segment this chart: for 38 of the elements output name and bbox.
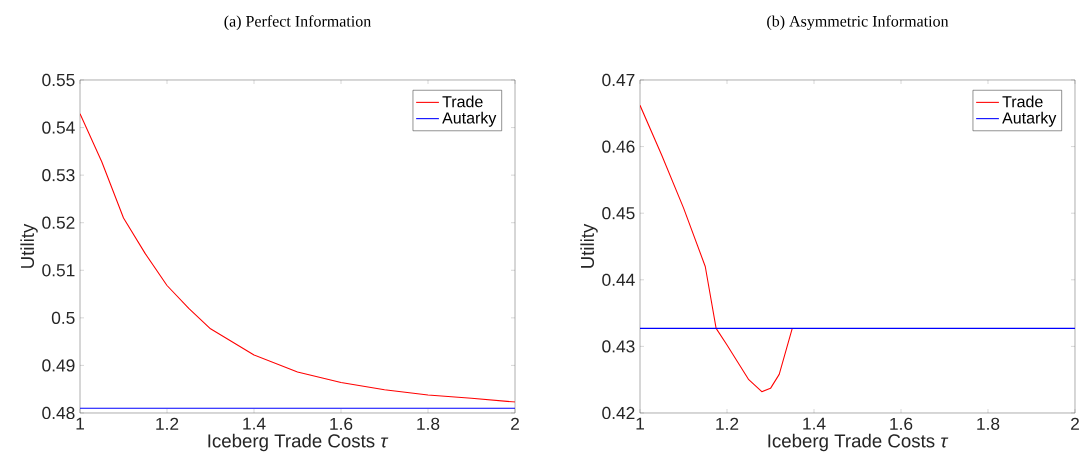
y-axis-title: Utility xyxy=(580,223,598,268)
x-tick-label: 1.6 xyxy=(890,417,913,430)
x-tick-label: 1.2 xyxy=(156,417,179,430)
legend-label: Trade xyxy=(442,95,483,108)
y-tick-label: 0.45 xyxy=(602,207,635,220)
y-tick-label: 0.5 xyxy=(51,311,75,324)
y-axis-title: Utility xyxy=(20,223,38,268)
legend-label: Trade xyxy=(1002,95,1043,108)
line-series xyxy=(80,113,516,403)
y-tick-label: 0.53 xyxy=(42,168,75,182)
legend-label: Autarky xyxy=(442,111,497,127)
y-tick-label: 0.52 xyxy=(42,216,75,229)
y-tick-label: 0.49 xyxy=(42,359,75,372)
line-series xyxy=(640,104,793,393)
y-tick-label: 0.44 xyxy=(602,273,635,286)
x-tick-label: 1.2 xyxy=(716,417,739,430)
x-tick-label: 1.8 xyxy=(977,417,1000,430)
chart-title: (a) Perfect Information xyxy=(224,15,372,30)
y-tick-label: 0.46 xyxy=(602,140,635,153)
x-tick-label: 1.4 xyxy=(243,417,266,430)
y-tick-label: 0.43 xyxy=(602,340,635,353)
x-tick-label: 1.6 xyxy=(330,417,353,430)
y-tick-label: 0.51 xyxy=(42,264,75,277)
y-tick-label: 0.47 xyxy=(602,73,635,87)
x-tick-label: 2 xyxy=(511,417,519,430)
x-tick-label: 2 xyxy=(1071,417,1079,430)
y-tick-label: 0.55 xyxy=(42,73,75,87)
y-tick-label: 0.54 xyxy=(42,121,75,134)
x-axis-title: Iceberg Trade Costs τ xyxy=(208,433,389,452)
y-tick-label: 0.48 xyxy=(42,406,75,420)
chart-title: (b) Asymmetric Information xyxy=(767,15,949,30)
x-axis-title: Iceberg Trade Costs τ xyxy=(768,433,949,452)
x-tick-label: 1 xyxy=(636,417,644,430)
legend-label: Autarky xyxy=(1002,111,1057,127)
x-tick-label: 1.4 xyxy=(803,417,826,430)
x-tick-label: 1.8 xyxy=(417,417,440,430)
y-tick-label: 0.42 xyxy=(602,406,635,420)
x-tick-label: 1 xyxy=(76,417,84,430)
